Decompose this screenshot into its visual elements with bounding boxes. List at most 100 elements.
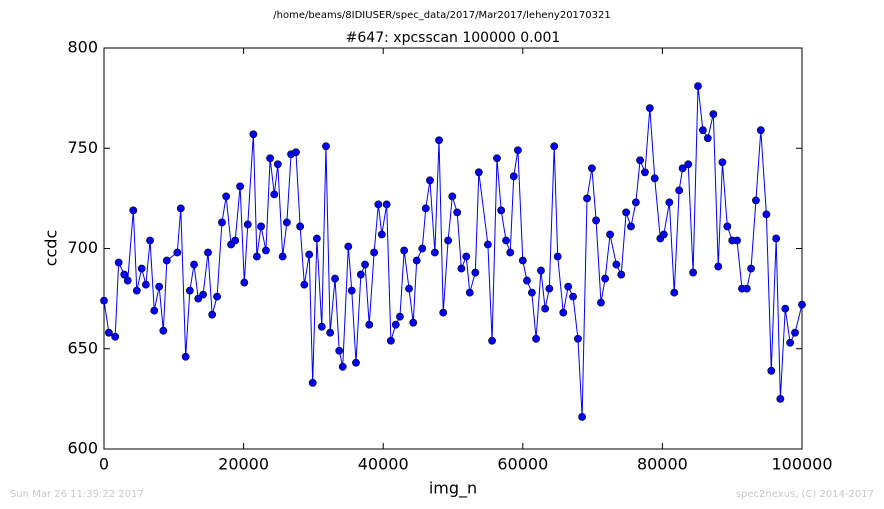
data-point bbox=[545, 284, 554, 293]
data-point bbox=[356, 270, 365, 279]
data-point bbox=[574, 334, 582, 343]
data-point bbox=[199, 290, 208, 299]
data-point bbox=[670, 288, 679, 297]
data-point bbox=[709, 110, 718, 119]
suptitle: /home/beams/8IDIUSER/spec_data/2017/Mar2… bbox=[273, 10, 610, 21]
data-point bbox=[645, 104, 654, 113]
x-tick-label: 40000 bbox=[358, 455, 409, 474]
data-point bbox=[650, 174, 659, 183]
data-point bbox=[541, 304, 550, 313]
data-point bbox=[347, 286, 356, 295]
data-point bbox=[502, 236, 510, 245]
data-point bbox=[509, 172, 518, 181]
y-tick-label: 750 bbox=[67, 138, 98, 157]
data-point bbox=[786, 338, 795, 347]
data-point bbox=[527, 288, 536, 297]
data-point bbox=[317, 322, 326, 331]
x-axis-label: img_n bbox=[429, 479, 477, 499]
data-point bbox=[493, 154, 501, 163]
data-point bbox=[776, 394, 785, 403]
data-point bbox=[703, 134, 712, 143]
data-point bbox=[471, 268, 480, 277]
data-point bbox=[636, 156, 644, 165]
data-point bbox=[292, 148, 300, 157]
data-point bbox=[377, 230, 386, 239]
data-point bbox=[282, 218, 291, 227]
footer-left: Sun Mar 26 11:39:22 2017 bbox=[10, 489, 144, 500]
data-point bbox=[120, 270, 129, 279]
data-point bbox=[617, 270, 626, 279]
data-point bbox=[240, 278, 249, 287]
data-point bbox=[104, 328, 113, 337]
data-point bbox=[675, 186, 684, 195]
data-point bbox=[137, 264, 146, 273]
data-point bbox=[488, 336, 496, 345]
data-point bbox=[718, 158, 727, 167]
data-point bbox=[659, 230, 668, 239]
data-point bbox=[421, 204, 430, 213]
data-point bbox=[569, 292, 577, 301]
data-point bbox=[252, 252, 261, 261]
x-tick-label: 20000 bbox=[218, 455, 269, 474]
data-point bbox=[762, 210, 771, 219]
data-point bbox=[583, 194, 591, 203]
data-point bbox=[592, 216, 600, 225]
data-point bbox=[601, 274, 610, 283]
data-point bbox=[698, 126, 707, 135]
data-point bbox=[176, 204, 185, 213]
data-point bbox=[218, 218, 226, 227]
data-point bbox=[249, 130, 258, 139]
y-tick-label: 700 bbox=[67, 238, 98, 257]
data-point bbox=[111, 332, 120, 341]
data-point bbox=[173, 248, 182, 257]
data-point bbox=[444, 236, 453, 245]
data-point bbox=[742, 284, 751, 293]
data-point bbox=[352, 358, 360, 367]
data-line bbox=[103, 86, 803, 417]
data-point bbox=[798, 300, 806, 309]
data-point bbox=[400, 246, 409, 255]
data-point bbox=[418, 244, 427, 253]
data-point bbox=[386, 336, 395, 345]
data-point bbox=[523, 276, 531, 285]
data-point bbox=[204, 248, 212, 257]
data-point bbox=[190, 260, 198, 269]
data-point bbox=[361, 260, 369, 269]
data-point bbox=[300, 280, 309, 289]
data-point bbox=[382, 200, 391, 209]
data-point bbox=[553, 252, 562, 261]
data-point bbox=[412, 256, 421, 265]
data-point bbox=[257, 222, 265, 231]
data-point bbox=[344, 242, 353, 251]
data-point bbox=[231, 236, 240, 245]
data-point bbox=[588, 164, 596, 173]
data-point bbox=[747, 264, 755, 273]
data-point bbox=[243, 220, 252, 229]
data-point bbox=[213, 292, 221, 301]
data-point bbox=[474, 168, 483, 177]
x-tick-label: 0 bbox=[99, 455, 109, 474]
data-point bbox=[578, 413, 587, 421]
data-point bbox=[296, 222, 305, 231]
data-point bbox=[114, 258, 123, 267]
data-point bbox=[270, 190, 279, 199]
data-point bbox=[457, 264, 466, 273]
data-point bbox=[665, 198, 674, 207]
data-point bbox=[631, 198, 640, 207]
data-point bbox=[752, 196, 760, 205]
data-point bbox=[453, 208, 462, 217]
data-point bbox=[606, 230, 614, 239]
data-point bbox=[439, 308, 448, 317]
data-point bbox=[723, 222, 732, 231]
data-point bbox=[155, 282, 164, 291]
data-point bbox=[146, 236, 154, 245]
data-point bbox=[396, 312, 404, 321]
data-point bbox=[365, 320, 374, 329]
data-point bbox=[262, 246, 270, 255]
chart-title: #647: xpcsscan 100000 0.001 bbox=[346, 30, 561, 46]
data-point bbox=[159, 326, 168, 335]
data-point bbox=[756, 126, 765, 135]
data-point bbox=[208, 310, 217, 319]
data-point bbox=[532, 334, 540, 343]
y-tick-label: 800 bbox=[67, 38, 98, 57]
